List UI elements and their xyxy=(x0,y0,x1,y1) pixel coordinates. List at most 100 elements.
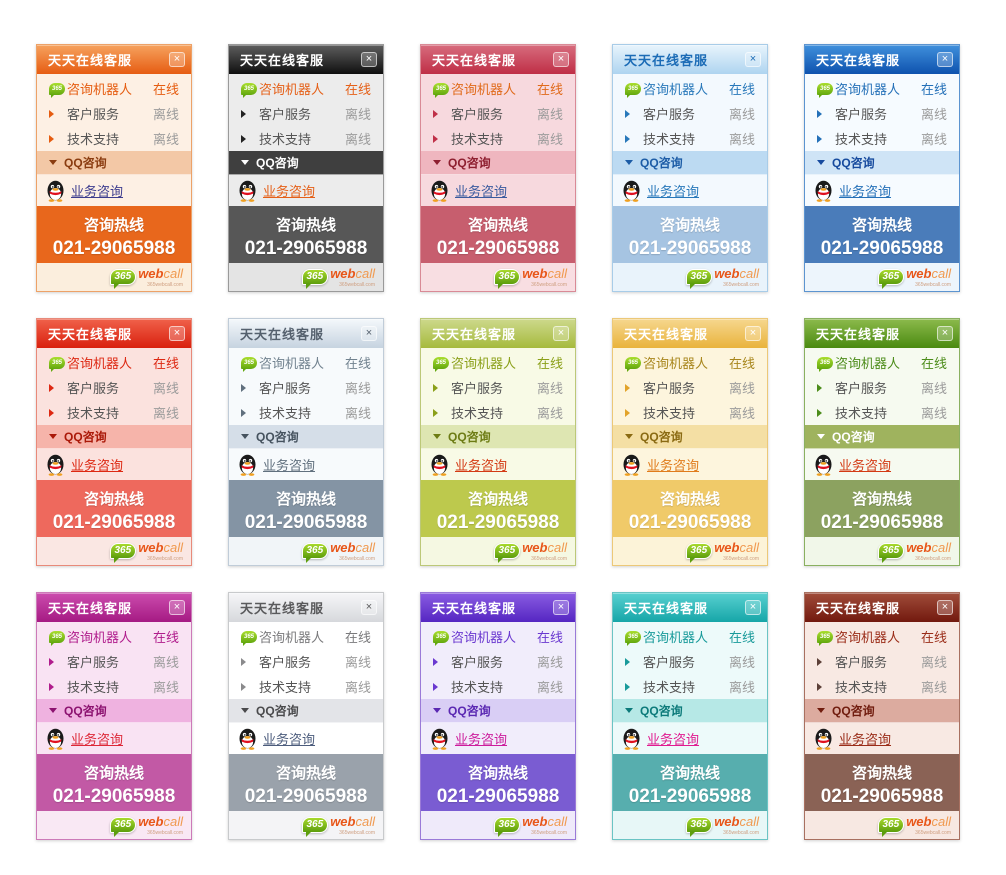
qq-consult-row[interactable]: 业务咨询 xyxy=(229,175,383,206)
qq-section-header[interactable]: QQ咨询 xyxy=(229,699,383,723)
service-row-robot[interactable]: 365 咨询机器人 在线 xyxy=(49,76,179,101)
webcall-logo[interactable]: 365 webcall 365webcall.com xyxy=(493,540,567,563)
qq-consult-row[interactable]: 业务咨询 xyxy=(421,175,575,206)
close-icon[interactable]: × xyxy=(937,52,953,67)
service-row-support[interactable]: 技术支持 离线 xyxy=(817,400,947,425)
qq-section-header[interactable]: QQ咨询 xyxy=(229,151,383,175)
webcall-logo[interactable]: 365 webcall 365webcall.com xyxy=(109,814,183,837)
service-row-support[interactable]: 技术支持 离线 xyxy=(49,126,179,151)
service-row-robot[interactable]: 365 咨询机器人 在线 xyxy=(625,350,755,375)
service-row-customer[interactable]: 客户服务 离线 xyxy=(817,649,947,674)
qq-consult-row[interactable]: 业务咨询 xyxy=(229,449,383,480)
qq-consult-link[interactable]: 业务咨询 xyxy=(263,184,316,199)
qq-consult-link[interactable]: 业务咨询 xyxy=(455,732,508,747)
qq-consult-link[interactable]: 业务咨询 xyxy=(647,458,700,473)
qq-consult-link[interactable]: 业务咨询 xyxy=(647,184,700,199)
service-row-customer[interactable]: 客户服务 离线 xyxy=(49,649,179,674)
service-row-customer[interactable]: 客户服务 离线 xyxy=(817,101,947,126)
service-row-robot[interactable]: 365 咨询机器人 在线 xyxy=(817,76,947,101)
qq-section-header[interactable]: QQ咨询 xyxy=(613,425,767,449)
qq-consult-row[interactable]: 业务咨询 xyxy=(613,449,767,480)
qq-section-header[interactable]: QQ咨询 xyxy=(229,425,383,449)
service-row-robot[interactable]: 365 咨询机器人 在线 xyxy=(49,350,179,375)
qq-consult-link[interactable]: 业务咨询 xyxy=(839,458,892,473)
qq-section-header[interactable]: QQ咨询 xyxy=(421,699,575,723)
service-row-customer[interactable]: 客户服务 离线 xyxy=(49,375,179,400)
qq-consult-link[interactable]: 业务咨询 xyxy=(455,458,508,473)
webcall-logo[interactable]: 365 webcall 365webcall.com xyxy=(493,814,567,837)
service-row-support[interactable]: 技术支持 离线 xyxy=(433,126,563,151)
webcall-logo[interactable]: 365 webcall 365webcall.com xyxy=(301,266,375,289)
qq-consult-link[interactable]: 业务咨询 xyxy=(263,458,316,473)
close-icon[interactable]: × xyxy=(169,600,185,615)
qq-consult-row[interactable]: 业务咨询 xyxy=(613,175,767,206)
service-row-robot[interactable]: 365 咨询机器人 在线 xyxy=(433,624,563,649)
service-row-robot[interactable]: 365 咨询机器人 在线 xyxy=(817,350,947,375)
qq-consult-link[interactable]: 业务咨询 xyxy=(263,732,316,747)
qq-section-header[interactable]: QQ咨询 xyxy=(421,151,575,175)
close-icon[interactable]: × xyxy=(745,600,761,615)
qq-section-header[interactable]: QQ咨询 xyxy=(805,425,959,449)
service-row-robot[interactable]: 365 咨询机器人 在线 xyxy=(817,624,947,649)
qq-consult-row[interactable]: 业务咨询 xyxy=(37,175,191,206)
service-row-robot[interactable]: 365 咨询机器人 在线 xyxy=(241,624,371,649)
service-row-support[interactable]: 技术支持 离线 xyxy=(433,674,563,699)
webcall-logo[interactable]: 365 webcall 365webcall.com xyxy=(685,814,759,837)
close-icon[interactable]: × xyxy=(361,600,377,615)
qq-section-header[interactable]: QQ咨询 xyxy=(805,699,959,723)
service-row-support[interactable]: 技术支持 离线 xyxy=(625,674,755,699)
service-row-robot[interactable]: 365 咨询机器人 在线 xyxy=(433,350,563,375)
service-row-customer[interactable]: 客户服务 离线 xyxy=(241,375,371,400)
service-row-customer[interactable]: 客户服务 离线 xyxy=(625,375,755,400)
webcall-logo[interactable]: 365 webcall 365webcall.com xyxy=(685,540,759,563)
webcall-logo[interactable]: 365 webcall 365webcall.com xyxy=(877,266,951,289)
service-row-customer[interactable]: 客户服务 离线 xyxy=(625,649,755,674)
qq-consult-row[interactable]: 业务咨询 xyxy=(805,723,959,754)
service-row-support[interactable]: 技术支持 离线 xyxy=(241,400,371,425)
qq-section-header[interactable]: QQ咨询 xyxy=(421,425,575,449)
qq-consult-link[interactable]: 业务咨询 xyxy=(839,184,892,199)
service-row-customer[interactable]: 客户服务 离线 xyxy=(625,101,755,126)
close-icon[interactable]: × xyxy=(745,52,761,67)
webcall-logo[interactable]: 365 webcall 365webcall.com xyxy=(301,814,375,837)
service-row-support[interactable]: 技术支持 离线 xyxy=(817,674,947,699)
service-row-support[interactable]: 技术支持 离线 xyxy=(625,126,755,151)
qq-consult-row[interactable]: 业务咨询 xyxy=(805,449,959,480)
qq-consult-row[interactable]: 业务咨询 xyxy=(805,175,959,206)
service-row-support[interactable]: 技术支持 离线 xyxy=(241,126,371,151)
service-row-support[interactable]: 技术支持 离线 xyxy=(49,400,179,425)
service-row-robot[interactable]: 365 咨询机器人 在线 xyxy=(433,76,563,101)
close-icon[interactable]: × xyxy=(169,326,185,341)
service-row-support[interactable]: 技术支持 离线 xyxy=(241,674,371,699)
close-icon[interactable]: × xyxy=(745,326,761,341)
qq-consult-row[interactable]: 业务咨询 xyxy=(229,723,383,754)
qq-consult-row[interactable]: 业务咨询 xyxy=(37,723,191,754)
webcall-logo[interactable]: 365 webcall 365webcall.com xyxy=(109,540,183,563)
qq-consult-row[interactable]: 业务咨询 xyxy=(37,449,191,480)
service-row-customer[interactable]: 客户服务 离线 xyxy=(241,649,371,674)
qq-consult-link[interactable]: 业务咨询 xyxy=(647,732,700,747)
qq-section-header[interactable]: QQ咨询 xyxy=(805,151,959,175)
qq-consult-row[interactable]: 业务咨询 xyxy=(421,449,575,480)
service-row-support[interactable]: 技术支持 离线 xyxy=(817,126,947,151)
close-icon[interactable]: × xyxy=(553,600,569,615)
close-icon[interactable]: × xyxy=(553,52,569,67)
qq-consult-link[interactable]: 业务咨询 xyxy=(839,732,892,747)
service-row-customer[interactable]: 客户服务 离线 xyxy=(49,101,179,126)
qq-section-header[interactable]: QQ咨询 xyxy=(613,151,767,175)
service-row-customer[interactable]: 客户服务 离线 xyxy=(433,101,563,126)
close-icon[interactable]: × xyxy=(553,326,569,341)
qq-consult-row[interactable]: 业务咨询 xyxy=(613,723,767,754)
qq-consult-link[interactable]: 业务咨询 xyxy=(455,184,508,199)
qq-consult-row[interactable]: 业务咨询 xyxy=(421,723,575,754)
webcall-logo[interactable]: 365 webcall 365webcall.com xyxy=(685,266,759,289)
qq-section-header[interactable]: QQ咨询 xyxy=(37,425,191,449)
service-row-robot[interactable]: 365 咨询机器人 在线 xyxy=(49,624,179,649)
service-row-robot[interactable]: 365 咨询机器人 在线 xyxy=(625,624,755,649)
qq-section-header[interactable]: QQ咨询 xyxy=(37,699,191,723)
close-icon[interactable]: × xyxy=(169,52,185,67)
qq-section-header[interactable]: QQ咨询 xyxy=(37,151,191,175)
service-row-robot[interactable]: 365 咨询机器人 在线 xyxy=(625,76,755,101)
qq-consult-link[interactable]: 业务咨询 xyxy=(71,184,124,199)
close-icon[interactable]: × xyxy=(937,600,953,615)
